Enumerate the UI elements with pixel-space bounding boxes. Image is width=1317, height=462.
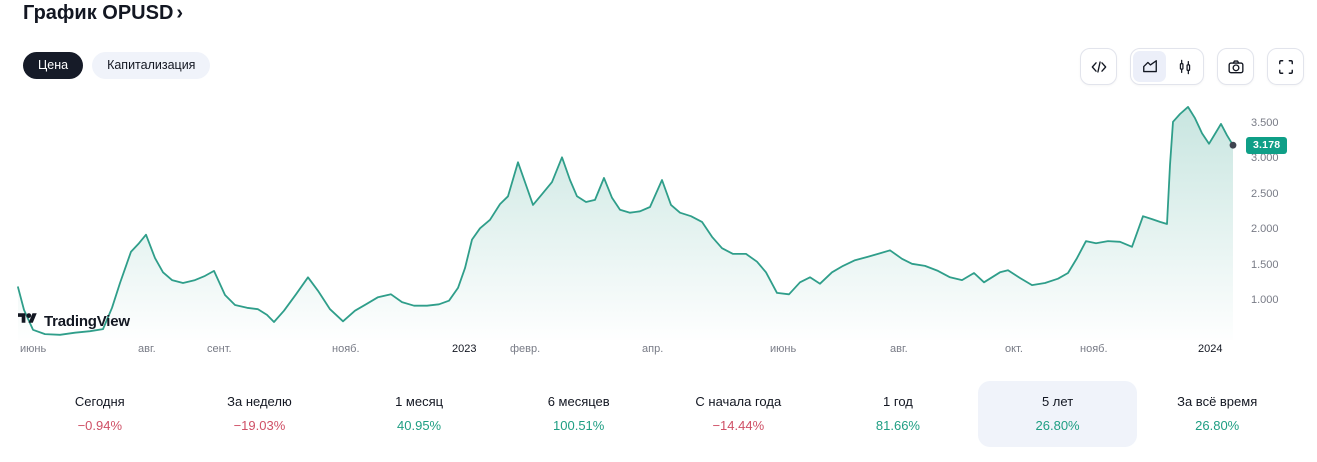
chart-toolbar [1080, 48, 1304, 85]
x-axis-tick: апр. [642, 343, 664, 355]
y-axis-tick: 2.000 [1251, 223, 1279, 235]
stat-period-button[interactable]: С начала года −14.44% [659, 381, 819, 447]
last-price-badge: 3.178 [1246, 137, 1288, 154]
stat-period-button[interactable]: 6 месяцев 100.51% [499, 381, 659, 447]
tradingview-logo-text: TradingView [44, 312, 130, 330]
x-axis-tick: авг. [890, 343, 908, 355]
stat-period-button[interactable]: За неделю −19.03% [180, 381, 340, 447]
x-axis-tick: 2024 [1198, 343, 1223, 355]
stat-period-value: −19.03% [233, 418, 286, 433]
stat-period-value: 26.80% [1195, 418, 1240, 433]
candlestick-icon [1175, 57, 1195, 77]
chevron-right-icon: › [176, 2, 184, 24]
x-axis-tick: нояб. [332, 343, 360, 355]
page-title[interactable]: График OPUSD › [23, 2, 183, 25]
area-fill [18, 106, 1233, 341]
x-axis-tick: февр. [510, 343, 541, 355]
stat-period-button[interactable]: За всё время 26.80% [1137, 381, 1297, 447]
last-price-marker [1229, 141, 1237, 149]
tradingview-logo[interactable]: TradingView [18, 311, 130, 331]
embed-code-button[interactable] [1080, 48, 1117, 85]
embed-code-icon [1089, 57, 1109, 77]
stat-period-label: 6 месяцев [547, 394, 610, 409]
stat-period-button[interactable]: 1 год 81.66% [818, 381, 978, 447]
stat-period-value: 26.80% [1035, 418, 1080, 433]
stat-period-value: −0.94% [77, 418, 123, 433]
chart-type-switch [1130, 48, 1204, 85]
price-area-chart[interactable] [0, 95, 1245, 345]
x-axis-tick: авг. [138, 343, 156, 355]
fullscreen-button[interactable] [1267, 48, 1304, 85]
x-axis-tick: окт. [1005, 343, 1023, 355]
y-axis-tick: 3.500 [1251, 116, 1279, 129]
stat-period-button[interactable]: 1 месяц 40.95% [339, 381, 499, 447]
stat-period-label: С начала года [695, 394, 782, 409]
stat-period-label: Сегодня [74, 394, 125, 409]
stat-period-value: 40.95% [397, 418, 442, 433]
marketcap-toggle-button[interactable]: Капитализация [92, 52, 211, 79]
y-axis-tick: 1.500 [1251, 258, 1279, 271]
x-axis-tick: июнь [770, 343, 797, 355]
chart-mode-toggle: Цена Капитализация [23, 52, 211, 79]
screenshot-button[interactable] [1217, 48, 1254, 85]
page-title-text: График OPUSD [23, 2, 174, 24]
tradingview-mark-icon [18, 311, 37, 331]
price-line [17, 105, 1234, 336]
candles-chart-type-button[interactable] [1168, 51, 1201, 82]
stat-period-label: За неделю [227, 394, 292, 409]
y-axis-tick: 1.000 [1251, 294, 1279, 306]
performance-stats: Сегодня −0.94% За неделю −19.03% 1 месяц… [20, 381, 1297, 447]
area-chart-type-button[interactable] [1133, 51, 1166, 82]
x-axis-tick: 2023 [452, 343, 477, 355]
area-chart-icon [1140, 57, 1160, 77]
y-axis-tick: 2.500 [1251, 187, 1279, 200]
x-axis-tick: нояб. [1080, 343, 1108, 355]
stat-period-label: 1 год [883, 394, 913, 409]
fullscreen-icon [1276, 57, 1296, 77]
price-toggle-button[interactable]: Цена [23, 52, 84, 79]
stat-period-label: 5 лет [1041, 394, 1074, 409]
stat-period-button[interactable]: 5 лет 26.80% [977, 381, 1138, 447]
stat-period-button[interactable]: Сегодня −0.94% [20, 381, 180, 447]
stat-period-value: −14.44% [712, 418, 765, 433]
stat-period-value: 81.66% [875, 418, 920, 433]
x-axis-tick: июнь [20, 343, 47, 355]
stat-period-label: 1 месяц [395, 394, 444, 409]
camera-icon [1226, 57, 1246, 77]
stat-period-value: 100.51% [553, 418, 605, 433]
y-axis-tick: 3.000 [1251, 152, 1279, 164]
x-axis-tick: сент. [207, 343, 232, 355]
stat-period-label: За всё время [1177, 394, 1258, 409]
